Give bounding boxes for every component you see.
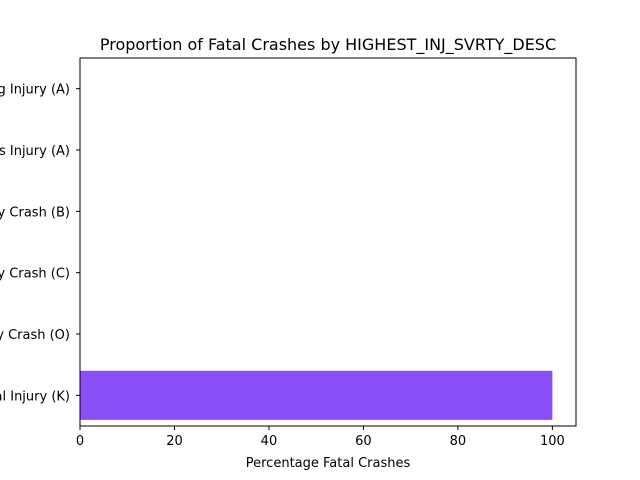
bar-0 (80, 370, 553, 420)
x-tick-label-2: 40 (261, 434, 278, 449)
x-tick-label-4: 80 (450, 434, 467, 449)
x-axis-label: Percentage Fatal Crashes (246, 456, 411, 471)
y-tick-label-1: No Injury Crash (O) (0, 328, 70, 343)
y-tick-label-0: Fatal Injury (K) (0, 389, 70, 404)
x-axis-ticks: 0 20 40 60 80 100 (76, 426, 565, 449)
y-tick-label-5: Incapacitating Injury (A) (0, 83, 70, 98)
chart-title: Proportion of Fatal Crashes by HIGHEST_I… (100, 35, 556, 55)
y-tick-label-2: Possible Injury Crash (C) (0, 267, 70, 282)
plot-frame (79, 57, 577, 427)
x-tick-label-5: 100 (540, 434, 565, 449)
x-tick-label-1: 20 (166, 434, 183, 449)
y-tick-label-3: Non-Incapacitating Injury Crash (B) (0, 205, 70, 220)
bars-group (80, 370, 553, 420)
y-axis-labels: Fatal Injury (K) No Injury Crash (O) Possi… (0, 83, 80, 404)
x-tick-label-3: 60 (355, 434, 372, 449)
x-tick-label-0: 0 (76, 434, 84, 449)
y-tick-label-4: Suspected Serious Injury (A) (0, 144, 70, 159)
